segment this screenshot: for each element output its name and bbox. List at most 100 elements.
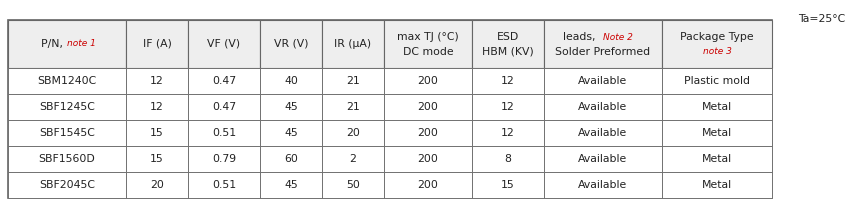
Text: Metal: Metal — [702, 180, 732, 190]
Bar — [126, 146, 188, 172]
Bar — [8, 68, 126, 94]
Text: IF (A): IF (A) — [143, 39, 172, 49]
Text: 20: 20 — [150, 180, 164, 190]
Bar — [126, 20, 188, 68]
Text: VR (V): VR (V) — [274, 39, 309, 49]
Text: 45: 45 — [284, 128, 298, 138]
Bar — [126, 172, 188, 198]
Text: 12: 12 — [502, 102, 515, 112]
Text: 15: 15 — [502, 180, 515, 190]
Bar — [8, 20, 126, 68]
Bar — [662, 120, 772, 146]
Text: Available: Available — [578, 128, 627, 138]
Bar — [322, 94, 384, 120]
Text: leads,: leads, — [564, 32, 603, 42]
Text: 40: 40 — [284, 76, 298, 86]
Text: 60: 60 — [284, 154, 298, 164]
Text: Available: Available — [578, 76, 627, 86]
Bar — [384, 120, 472, 146]
Text: 200: 200 — [417, 102, 439, 112]
Text: 20: 20 — [346, 128, 360, 138]
Text: IR (μA): IR (μA) — [334, 39, 371, 49]
Bar — [8, 172, 126, 198]
Text: 8: 8 — [505, 154, 512, 164]
Text: P/N,: P/N, — [42, 39, 67, 49]
Bar — [544, 146, 662, 172]
Bar — [384, 20, 472, 68]
Bar — [260, 120, 322, 146]
Bar — [544, 172, 662, 198]
Bar — [544, 94, 662, 120]
Text: 45: 45 — [284, 180, 298, 190]
Text: 12: 12 — [502, 76, 515, 86]
Text: DC mode: DC mode — [403, 47, 453, 57]
Bar — [126, 94, 188, 120]
Bar — [188, 146, 260, 172]
Text: 12: 12 — [502, 128, 515, 138]
Text: Available: Available — [578, 102, 627, 112]
Bar — [544, 68, 662, 94]
Bar — [260, 146, 322, 172]
Text: 200: 200 — [417, 154, 439, 164]
Text: 200: 200 — [417, 76, 439, 86]
Text: Package Type: Package Type — [680, 32, 754, 42]
Text: 50: 50 — [346, 180, 360, 190]
Text: 12: 12 — [150, 102, 164, 112]
Bar — [188, 20, 260, 68]
Bar — [8, 120, 126, 146]
Bar — [472, 94, 544, 120]
Text: Note 2: Note 2 — [603, 32, 633, 42]
Text: SBF1545C: SBF1545C — [39, 128, 95, 138]
Text: Available: Available — [578, 180, 627, 190]
Text: Metal: Metal — [702, 128, 732, 138]
Bar — [188, 120, 260, 146]
Text: Available: Available — [578, 154, 627, 164]
Bar — [322, 172, 384, 198]
Text: Metal: Metal — [702, 154, 732, 164]
Bar — [662, 172, 772, 198]
Text: 0.47: 0.47 — [212, 102, 236, 112]
Text: max TJ (°C): max TJ (°C) — [397, 32, 459, 42]
Bar — [662, 146, 772, 172]
Bar — [322, 20, 384, 68]
Text: 200: 200 — [417, 180, 439, 190]
Text: 15: 15 — [150, 128, 164, 138]
Bar — [8, 146, 126, 172]
Bar — [472, 20, 544, 68]
Text: SBF1560D: SBF1560D — [38, 154, 95, 164]
Text: Solder Preformed: Solder Preformed — [555, 47, 650, 57]
Text: 0.51: 0.51 — [212, 128, 236, 138]
Text: SBM1240C: SBM1240C — [37, 76, 97, 86]
Text: Ta=25°C: Ta=25°C — [798, 14, 845, 24]
Bar — [544, 20, 662, 68]
Text: 15: 15 — [150, 154, 164, 164]
Text: 2: 2 — [349, 154, 356, 164]
Bar — [384, 94, 472, 120]
Bar — [472, 146, 544, 172]
Bar — [384, 146, 472, 172]
Bar — [8, 94, 126, 120]
Bar — [8, 20, 772, 198]
Text: 21: 21 — [346, 102, 360, 112]
Bar — [472, 172, 544, 198]
Text: Metal: Metal — [702, 102, 732, 112]
Bar — [260, 172, 322, 198]
Text: note 3: note 3 — [703, 47, 732, 56]
Bar — [188, 68, 260, 94]
Text: 0.51: 0.51 — [212, 180, 236, 190]
Bar — [322, 120, 384, 146]
Text: 0.79: 0.79 — [212, 154, 236, 164]
Text: ESD: ESD — [497, 32, 519, 42]
Text: 45: 45 — [284, 102, 298, 112]
Text: SBF2045C: SBF2045C — [39, 180, 95, 190]
Text: VF (V): VF (V) — [207, 39, 241, 49]
Bar — [472, 68, 544, 94]
Text: HBM (KV): HBM (KV) — [482, 47, 534, 57]
Bar — [126, 68, 188, 94]
Bar — [322, 146, 384, 172]
Text: Plastic mold: Plastic mold — [684, 76, 750, 86]
Bar — [260, 20, 322, 68]
Text: note 1: note 1 — [67, 40, 96, 48]
Bar — [384, 68, 472, 94]
Bar — [126, 120, 188, 146]
